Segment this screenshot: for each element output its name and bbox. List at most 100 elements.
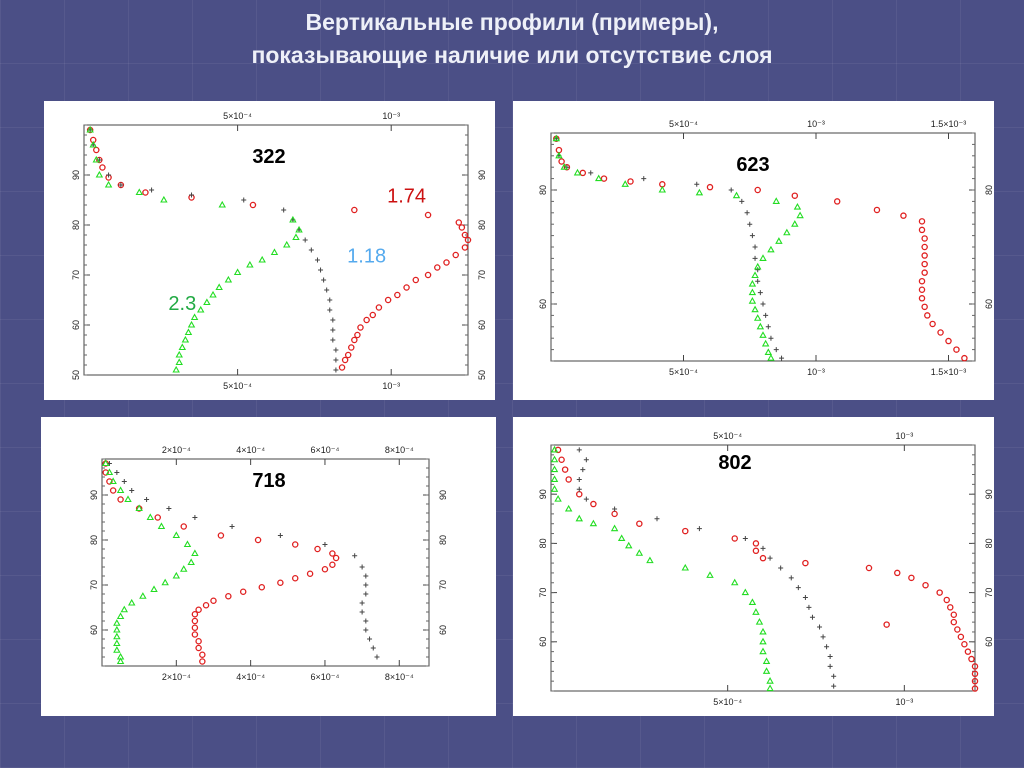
data-point-black <box>788 575 794 581</box>
data-point-green <box>730 578 739 586</box>
data-point-green <box>292 233 300 241</box>
chart-802: 60 60 70 70 80 80 90 90 5×10⁻⁴ 10⁻³ 5×10⁻⁴ 10⁻³ 802 <box>538 431 994 707</box>
y-tick-label-left: 70 <box>71 270 81 280</box>
data-point-red <box>464 236 472 244</box>
data-point-black <box>760 301 766 307</box>
data-point-red <box>191 624 199 631</box>
data-point-red <box>239 588 247 595</box>
panel-label: 623 <box>736 154 769 176</box>
data-point-red <box>154 514 161 521</box>
x-tick-label-bottom: 10⁻³ <box>807 367 825 377</box>
data-point-red <box>611 510 618 518</box>
data-point-green <box>101 459 110 467</box>
data-point-black <box>363 573 369 579</box>
data-point-green <box>95 170 104 178</box>
data-point-green <box>762 667 771 674</box>
data-point-green <box>116 612 125 620</box>
data-point-green <box>105 468 114 476</box>
data-point-black <box>314 257 320 263</box>
data-point-green <box>150 585 158 593</box>
chart-718: 60 60 70 70 80 80 90 90 2×10⁻⁴ 4×10⁻⁴ 6×10⁻⁴ 8×10⁻⁴… <box>89 445 448 682</box>
x-tick-label-top: 10⁻³ <box>895 431 913 441</box>
data-point-red <box>117 496 124 503</box>
data-point-red <box>961 354 968 362</box>
data-point-red <box>802 559 809 567</box>
data-point-black <box>118 182 124 188</box>
data-point-black <box>363 582 369 588</box>
data-point-black <box>367 636 373 642</box>
y-tick-label-right: 60 <box>984 637 994 647</box>
data-point-green <box>146 513 155 521</box>
data-point-black <box>824 644 830 650</box>
data-point-green <box>594 174 603 182</box>
x-tick-label-bottom: 10⁻³ <box>895 697 913 707</box>
data-point-red <box>752 547 760 555</box>
panel-label: 802 <box>718 452 751 474</box>
data-point-green <box>183 540 192 548</box>
data-point-red <box>908 574 915 582</box>
data-point-green <box>617 534 626 542</box>
data-point-black <box>742 535 748 541</box>
data-point-green <box>796 211 804 219</box>
data-point-red <box>554 446 562 454</box>
data-point-red <box>191 631 199 638</box>
data-point-black <box>308 247 314 253</box>
data-point-black <box>817 624 823 630</box>
data-point-green <box>762 657 771 665</box>
data-point-red <box>254 536 262 544</box>
x-tick-label-top: 6×10⁻⁴ <box>311 445 340 455</box>
data-point-red <box>351 336 358 344</box>
y-tick-label-left: 80 <box>538 538 548 548</box>
x-tick-label-top: 10⁻³ <box>382 111 400 121</box>
data-point-red <box>936 589 943 596</box>
data-point-red <box>921 243 928 251</box>
data-point-red <box>412 276 420 284</box>
data-point-red <box>210 597 217 604</box>
data-point-red <box>332 554 340 562</box>
data-point-red <box>918 295 926 302</box>
data-point-red <box>291 541 299 548</box>
data-point-green <box>753 262 762 270</box>
data-point-red <box>195 644 202 652</box>
title-line-1: Вертикальные профили (примеры), <box>305 9 719 35</box>
plot-frame <box>101 458 430 667</box>
data-point-red <box>403 284 410 291</box>
y-tick-label-right: 70 <box>984 588 994 598</box>
data-point-red <box>921 260 928 268</box>
data-point-red <box>394 291 401 299</box>
data-point-red <box>354 331 361 339</box>
y-tick-label-left: 70 <box>538 588 548 598</box>
data-point-red <box>953 346 960 353</box>
data-point-red <box>351 206 358 214</box>
data-point-red <box>329 561 336 568</box>
data-point-green <box>748 598 757 605</box>
data-point-red <box>865 564 873 572</box>
data-point-red <box>558 158 565 165</box>
data-point-green <box>113 646 121 653</box>
data-point-green <box>180 565 188 572</box>
data-point-black <box>654 516 660 522</box>
data-point-red <box>461 231 469 239</box>
data-point-red <box>191 617 199 625</box>
data-point-black <box>359 609 365 615</box>
data-point-black <box>352 553 358 559</box>
data-point-green <box>187 558 195 566</box>
data-point-black <box>744 210 750 216</box>
data-point-green <box>215 283 223 291</box>
data-point-red <box>563 163 571 171</box>
x-tick-label-top: 4×10⁻⁴ <box>236 445 265 455</box>
data-point-green <box>289 215 297 223</box>
data-point-green <box>759 627 767 635</box>
chart-panel-802: 60 60 70 70 80 80 90 90 5×10⁻⁴ 10⁻³ 5×10⁻⁴ 10⁻³ 802 <box>513 417 994 716</box>
data-point-red <box>225 592 232 600</box>
x-tick-label-bottom: 4×10⁻⁴ <box>236 672 265 682</box>
data-point-red <box>258 583 266 591</box>
x-tick-label-top: 5×10⁻⁴ <box>713 431 742 441</box>
x-tick-label-top: 10⁻³ <box>807 119 825 129</box>
data-point-green <box>658 185 667 193</box>
data-point-red <box>706 183 714 191</box>
data-point-red <box>833 198 841 205</box>
data-point-black <box>583 496 589 502</box>
data-point-red <box>357 324 364 331</box>
data-point-red <box>455 219 463 226</box>
